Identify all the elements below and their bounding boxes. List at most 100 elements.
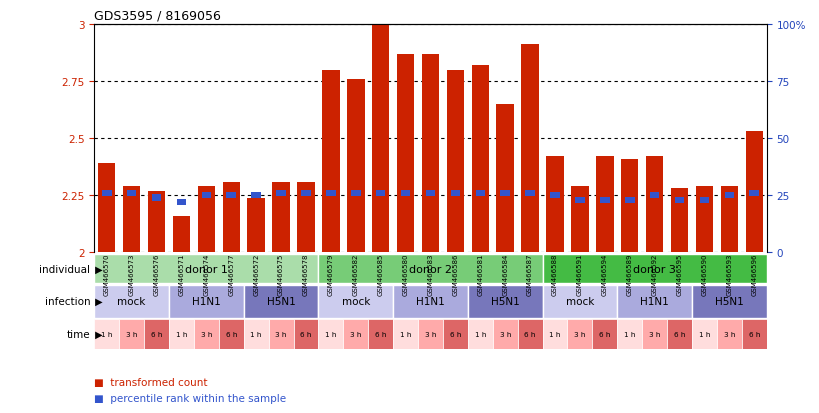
Bar [421,55,439,253]
Bar [442,319,468,349]
Bar [649,192,658,199]
Bar [574,197,584,204]
Text: GSM466581: GSM466581 [477,253,482,296]
Text: 1 h: 1 h [175,331,187,337]
Bar [716,319,741,349]
Bar [595,157,613,253]
Text: H1N1: H1N1 [192,297,220,306]
Bar [322,70,339,253]
Bar [425,190,435,197]
Bar [720,187,737,253]
Text: GSM466579: GSM466579 [328,253,333,296]
Bar [94,254,318,284]
Text: GSM466571: GSM466571 [179,253,184,296]
Text: GSM466587: GSM466587 [527,253,532,296]
Bar [293,319,318,349]
Bar [201,192,211,199]
Bar [468,285,542,318]
Text: mock: mock [565,297,594,306]
Text: 3 h: 3 h [275,331,287,337]
Bar [492,319,517,349]
Text: 6 h: 6 h [748,331,759,337]
Bar [674,197,684,204]
Bar [691,285,766,318]
Bar [699,197,708,204]
Bar [624,197,634,204]
Bar [176,199,186,206]
Bar [567,319,591,349]
Text: ▶: ▶ [92,297,102,306]
Text: GSM466578: GSM466578 [302,253,309,296]
Text: 1 h: 1 h [698,331,709,337]
Bar [144,319,169,349]
Text: infection: infection [44,297,90,306]
Bar [276,190,286,197]
Bar [400,190,410,197]
Bar [222,182,240,253]
Bar [368,319,392,349]
Text: 3 h: 3 h [723,331,734,337]
Text: GSM466575: GSM466575 [278,253,283,295]
Text: 6 h: 6 h [300,331,311,337]
Text: H5N1: H5N1 [266,297,295,306]
Bar [173,216,190,253]
Bar [318,254,542,284]
Bar [591,319,617,349]
Text: donor 3: donor 3 [632,264,675,274]
Text: 6 h: 6 h [524,331,535,337]
Text: H1N1: H1N1 [640,297,668,306]
Text: GSM466588: GSM466588 [551,253,558,296]
Text: mock: mock [117,297,146,306]
Text: H1N1: H1N1 [415,297,445,306]
Text: GSM466580: GSM466580 [402,253,408,296]
Bar [446,70,464,253]
Bar [169,319,193,349]
Bar [127,190,136,197]
Bar [169,285,243,318]
Text: 6 h: 6 h [599,331,610,337]
Bar [542,285,617,318]
Bar [396,55,414,253]
Text: GSM466572: GSM466572 [253,253,259,295]
Bar [691,319,716,349]
Text: GSM466577: GSM466577 [228,253,234,296]
Text: 3 h: 3 h [126,331,137,337]
Bar [375,190,385,197]
Text: 3 h: 3 h [424,331,436,337]
Text: 3 h: 3 h [499,331,510,337]
Bar [219,319,243,349]
Bar [318,285,392,318]
Text: GSM466584: GSM466584 [501,253,508,295]
Bar [152,195,161,201]
Bar [119,319,144,349]
Bar [617,319,641,349]
Bar [301,190,310,197]
Bar [670,189,687,253]
Text: GSM466586: GSM466586 [452,253,458,296]
Bar [343,319,368,349]
Text: GSM466592: GSM466592 [651,253,657,295]
Bar [243,319,269,349]
Text: GSM466570: GSM466570 [104,253,110,296]
Bar [724,192,733,199]
Bar [372,25,389,253]
Bar [741,319,766,349]
Bar [641,319,667,349]
Bar [695,187,713,253]
Text: donor 2: donor 2 [409,264,451,274]
Bar [297,182,314,253]
Bar [545,157,563,253]
Bar [351,190,360,197]
Text: donor 1: donor 1 [185,264,228,274]
Bar [193,319,219,349]
Bar [346,79,364,253]
Text: 3 h: 3 h [350,331,361,337]
Bar [550,192,559,199]
Bar [226,192,236,199]
Text: mock: mock [342,297,369,306]
Bar [450,190,459,197]
Bar [475,190,485,197]
Bar [243,285,318,318]
Text: H5N1: H5N1 [491,297,519,306]
Text: 3 h: 3 h [648,331,659,337]
